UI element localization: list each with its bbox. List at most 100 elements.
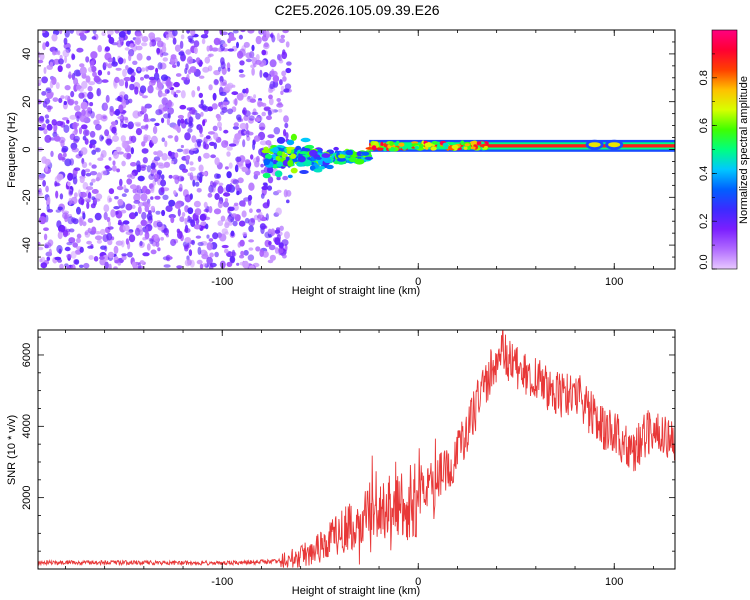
spectrogram-panel: -100 0 100 -40 -20 0 20 40 Height of straight l…	[6, 29, 676, 297]
noise-blob	[281, 239, 289, 246]
noise-blob	[186, 30, 190, 34]
noise-blob	[224, 166, 229, 170]
snr-ylabel: SNR (10 * v/v)	[6, 415, 18, 485]
noise-blob	[222, 201, 229, 208]
noise-blob	[150, 249, 157, 255]
noise-blob	[130, 162, 137, 167]
noise-blob	[94, 235, 103, 241]
noise-blob	[228, 143, 237, 147]
band-blob	[380, 141, 384, 147]
noise-blob	[196, 86, 201, 92]
noise-blob	[107, 57, 113, 63]
noise-blob	[176, 61, 180, 67]
noise-blob	[142, 95, 148, 99]
noise-blob	[139, 260, 145, 265]
noise-blob	[113, 245, 119, 254]
noise-blob	[282, 30, 289, 34]
noise-blob	[42, 30, 46, 33]
noise-blob	[44, 134, 52, 143]
noise-blob	[217, 220, 224, 227]
noise-blob	[189, 172, 194, 181]
noise-blob	[276, 176, 281, 181]
noise-blob	[196, 188, 202, 193]
noise-blob	[86, 201, 90, 209]
noise-blob	[101, 136, 105, 140]
noise-blob	[134, 211, 138, 217]
noise-blob	[62, 212, 69, 220]
noise-blob	[217, 185, 224, 194]
noise-blob	[124, 47, 130, 51]
noise-blob	[87, 91, 94, 100]
noise-blob	[241, 166, 249, 173]
noise-blob	[102, 254, 110, 261]
noise-blob	[70, 90, 75, 98]
noise-blob	[174, 135, 179, 143]
noise-blob	[148, 76, 156, 81]
noise-blob	[160, 74, 169, 81]
noise-blob	[259, 140, 268, 146]
noise-blob	[38, 191, 44, 197]
noise-blob	[231, 84, 236, 88]
noise-blob	[167, 107, 175, 115]
noise-blob	[232, 179, 239, 185]
noise-blob	[126, 178, 133, 185]
noise-blob	[104, 245, 108, 252]
onset-blob	[301, 148, 311, 152]
noise-blob	[156, 81, 163, 89]
noise-blob	[242, 199, 246, 208]
noise-blob	[188, 249, 193, 257]
noise-blob	[195, 113, 201, 120]
noise-blob	[219, 30, 223, 35]
noise-blob	[155, 109, 163, 116]
colorbar-gradient	[712, 30, 737, 269]
snr-marks	[38, 330, 675, 568]
noise-blob	[267, 109, 272, 116]
noise-blob	[106, 30, 114, 36]
noise-blob	[57, 231, 63, 240]
noise-blob	[230, 230, 235, 237]
noise-blob	[59, 193, 64, 200]
noise-blob	[156, 221, 163, 228]
noise-blob	[238, 161, 244, 170]
spectrogram-axes: -100 0 100 -40 -20 0 20 40	[21, 29, 675, 288]
noise-blob	[69, 114, 77, 120]
band-blob	[464, 143, 470, 147]
noise-blob	[129, 43, 134, 48]
noise-blob	[117, 151, 124, 155]
noise-blob	[256, 155, 260, 163]
noise-blob	[126, 153, 132, 159]
noise-blob	[143, 202, 151, 208]
noise-blob	[232, 30, 239, 34]
noise-blob	[71, 147, 80, 153]
noise-blob	[89, 143, 93, 149]
noise-blob	[79, 63, 85, 68]
noise-blob	[107, 239, 113, 246]
noise-blob	[253, 94, 257, 99]
noise-blob	[184, 259, 191, 267]
noise-blob	[283, 189, 288, 198]
noise-blob	[119, 178, 123, 187]
noise-blob	[242, 260, 249, 269]
noise-blob	[150, 205, 155, 212]
noise-blob	[44, 164, 49, 173]
noise-blob	[228, 32, 235, 42]
noise-blob	[175, 124, 179, 131]
noise-blob	[158, 164, 166, 169]
noise-blob	[170, 90, 175, 95]
noise-blob	[59, 263, 64, 269]
noise-blob	[165, 205, 173, 213]
noise-blob	[122, 220, 130, 225]
noise-blob	[177, 230, 183, 239]
noise-blob	[269, 254, 276, 261]
noise-blob	[161, 137, 166, 142]
noise-blob	[207, 131, 216, 135]
noise-blob	[162, 106, 168, 112]
noise-blob	[166, 117, 170, 126]
noise-blob	[266, 185, 273, 191]
noise-blob	[165, 34, 169, 41]
noise-blob	[260, 169, 265, 174]
noise-blob	[253, 62, 257, 68]
onset-blob	[313, 168, 323, 173]
noise-blob	[220, 111, 225, 115]
